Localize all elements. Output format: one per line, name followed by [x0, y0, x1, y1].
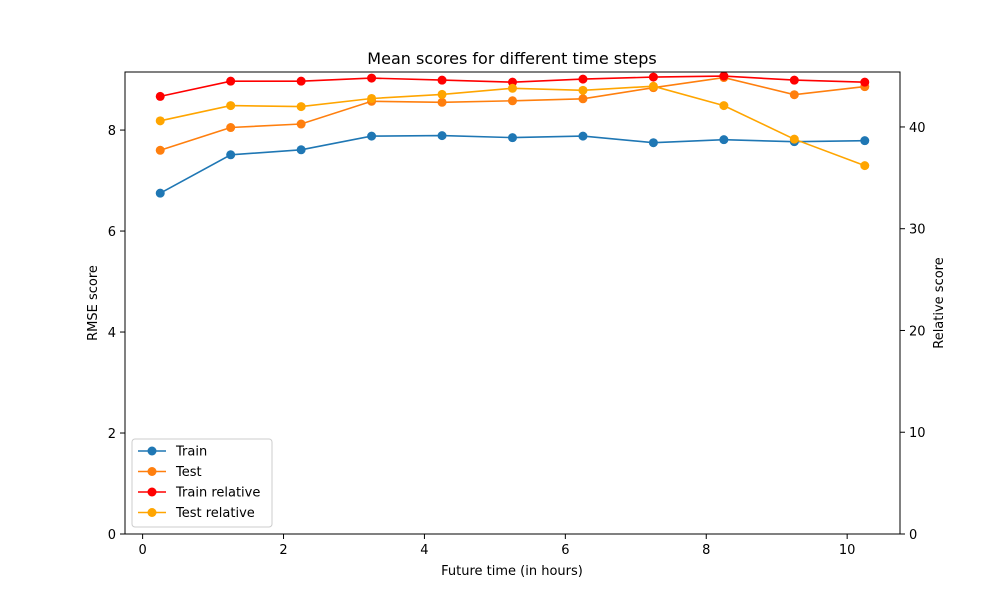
- x-tick-label: 0: [138, 543, 146, 558]
- x-axis-label: Future time (in hours): [441, 564, 583, 579]
- y-right-tick-label: 20: [909, 324, 926, 339]
- data-point: [860, 136, 870, 146]
- legend-label: Train: [175, 445, 207, 460]
- plot-frame: [124, 71, 901, 535]
- y-right-tick-label: 10: [909, 426, 926, 441]
- y-left-tick-label: 8: [108, 124, 116, 139]
- data-point: [296, 76, 306, 86]
- data-point: [578, 131, 588, 141]
- series-line: [159, 134, 865, 194]
- data-point: [648, 138, 658, 148]
- x-tick-label: 2: [279, 543, 287, 558]
- data-point: [508, 133, 517, 143]
- series-train: [155, 131, 870, 198]
- x-tick-label: 10: [839, 543, 856, 558]
- legend-label: Test: [175, 465, 202, 480]
- legend-label: Train relative: [175, 486, 260, 501]
- legend-swatch-marker: [147, 467, 157, 476]
- data-point: [296, 145, 306, 155]
- x-axis: 0 2 4 6 8 10: [138, 534, 855, 558]
- data-point: [648, 72, 658, 82]
- data-point: [508, 96, 517, 106]
- series-layer: [155, 71, 870, 198]
- data-point: [226, 101, 236, 111]
- data-point: [226, 123, 236, 133]
- data-point: [155, 91, 165, 101]
- data-point: [719, 101, 729, 111]
- data-point: [719, 135, 729, 145]
- data-point: [789, 75, 799, 85]
- y-left-tick-label: 6: [108, 225, 116, 240]
- data-point: [437, 89, 447, 99]
- data-point: [226, 150, 236, 160]
- legend-item: Test relative: [138, 506, 255, 521]
- legend-box: [131, 438, 273, 528]
- data-point: [719, 71, 729, 81]
- data-point: [296, 102, 306, 112]
- data-point: [789, 134, 799, 144]
- data-point: [578, 85, 588, 95]
- y-left-tick-label: 4: [108, 326, 116, 341]
- y-right-tick-label: 0: [909, 528, 917, 543]
- y-right-tick-label: 30: [909, 223, 926, 238]
- legend-item: Train: [138, 445, 207, 460]
- x-tick-label: 4: [420, 543, 428, 558]
- data-point: [437, 131, 447, 141]
- legend-swatch-marker: [147, 446, 157, 456]
- series-test-relative: [155, 81, 870, 171]
- data-point: [226, 76, 236, 86]
- data-point: [367, 93, 377, 103]
- data-point: [155, 145, 165, 155]
- y-axis-right: 0 10 20 30 40: [900, 121, 926, 543]
- data-point: [367, 73, 377, 83]
- data-point: [508, 83, 517, 93]
- legend-item: Train relative: [138, 486, 260, 501]
- data-point: [578, 94, 588, 104]
- legend-swatch-marker: [147, 487, 157, 497]
- legend: Train Test Train relative Test relative: [131, 438, 273, 528]
- data-point: [155, 188, 165, 198]
- y-left-tick-label: 0: [108, 528, 116, 543]
- data-point: [789, 90, 799, 100]
- data-point: [860, 161, 870, 171]
- y-left-tick-label: 2: [108, 427, 116, 442]
- y-axis-left: 0 2 4 6 8: [108, 124, 125, 543]
- series-train-relative: [155, 71, 870, 101]
- chart-title: Mean scores for different time steps: [367, 49, 656, 68]
- data-point: [155, 116, 165, 126]
- data-point: [296, 119, 306, 129]
- x-tick-label: 8: [702, 543, 710, 558]
- y-right-tick-label: 40: [909, 121, 926, 136]
- y-axis-right-label: Relative score: [932, 257, 947, 349]
- legend-label: Test relative: [175, 506, 255, 521]
- y-axis-left-label: RMSE score: [86, 265, 101, 341]
- data-point: [648, 81, 658, 91]
- data-point: [860, 77, 870, 87]
- data-point: [367, 131, 377, 141]
- x-tick-label: 6: [561, 543, 569, 558]
- legend-swatch-marker: [147, 508, 157, 517]
- data-point: [437, 97, 447, 107]
- legend-item: Test: [138, 465, 202, 480]
- data-point: [437, 75, 447, 85]
- data-point: [578, 74, 588, 84]
